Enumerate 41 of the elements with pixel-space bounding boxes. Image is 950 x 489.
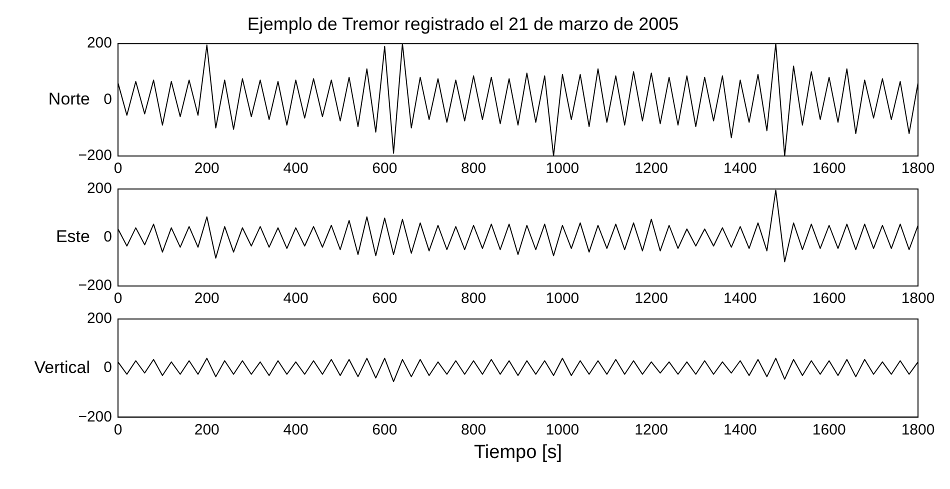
- x-tick-label: 1400: [724, 421, 757, 438]
- y-tick-label: 0: [104, 359, 112, 376]
- y-tick-label: 200: [86, 180, 112, 198]
- y-tick-label: 200: [86, 34, 112, 52]
- x-tick-label: 1600: [812, 290, 846, 308]
- y-axis-title: Este: [56, 227, 90, 246]
- x-tick-label: 1200: [634, 290, 668, 308]
- x-tick-label: 400: [283, 290, 308, 308]
- x-tick-label: 200: [194, 160, 220, 178]
- x-tick-label: 200: [194, 290, 220, 308]
- x-tick-label: 600: [372, 160, 398, 178]
- x-tick-label: 1800: [901, 421, 935, 438]
- x-tick-label: 1000: [546, 290, 580, 308]
- chart-title: Ejemplo de Tremor registrado el 21 de marzo de 2005: [247, 14, 679, 34]
- x-tick-label: 800: [461, 421, 486, 438]
- x-tick-label: 1600: [812, 160, 846, 178]
- y-tick-label: −200: [78, 408, 112, 426]
- x-tick-label: 1800: [901, 160, 935, 178]
- x-tick-label: 1200: [634, 421, 668, 438]
- x-tick-label: 400: [283, 421, 308, 438]
- y-axis-title: Norte: [48, 89, 90, 108]
- x-tick-label: 1800: [901, 290, 935, 308]
- y-axis-title: Vertical: [34, 358, 90, 377]
- x-tick-label: 600: [372, 421, 398, 438]
- x-tick-label: 800: [461, 290, 486, 308]
- x-tick-label: 200: [194, 421, 220, 438]
- x-tick-label: 1400: [724, 160, 757, 178]
- y-tick-label: 200: [86, 310, 112, 328]
- y-tick-label: 0: [104, 90, 112, 108]
- x-tick-label: 1000: [546, 160, 580, 178]
- x-tick-label: 1400: [724, 290, 757, 308]
- y-tick-label: −200: [78, 277, 112, 294]
- x-tick-label: 1000: [546, 421, 580, 438]
- x-axis-title: Tiempo [s]: [474, 442, 562, 463]
- x-tick-label: 1200: [634, 160, 668, 178]
- x-tick-label: 600: [372, 290, 398, 308]
- x-tick-label: 1600: [812, 421, 846, 438]
- y-tick-label: −200: [78, 147, 112, 164]
- x-tick-label: 800: [461, 160, 486, 178]
- y-tick-label: 0: [104, 228, 112, 246]
- x-tick-label: 400: [283, 160, 308, 178]
